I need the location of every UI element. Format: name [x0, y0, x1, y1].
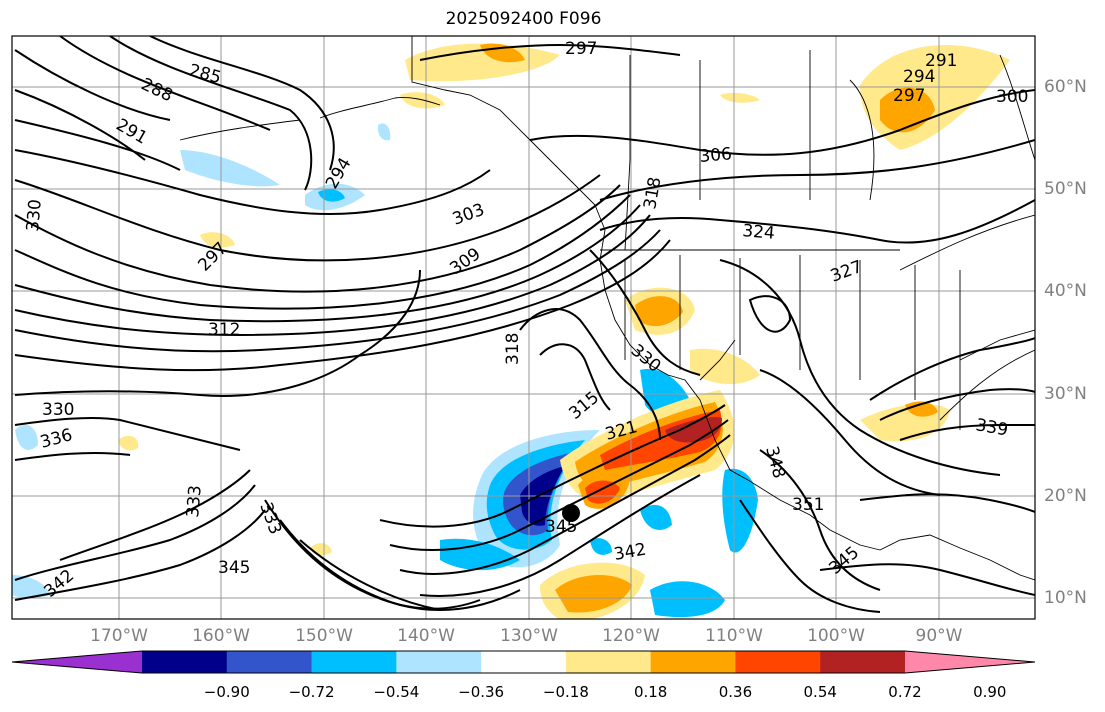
lon-tick-label: 120°W: [602, 626, 660, 646]
contour-label: 315: [565, 388, 603, 424]
colorbar-swatch: [565, 651, 652, 673]
lat-tick-label: 10°N: [1044, 588, 1087, 608]
lat-tick-label: 40°N: [1044, 281, 1087, 301]
map-title: 2025092400 F096: [445, 9, 602, 29]
colorbar-tick-label: −0.54: [373, 683, 420, 701]
lon-tick-label: 130°W: [500, 626, 558, 646]
contour-label: 306: [699, 144, 733, 167]
colorbar-swatch: [226, 651, 313, 673]
colorbar-tick-label: 0.54: [803, 683, 837, 701]
map-frame: [11, 35, 1036, 620]
contour-label: 300: [996, 87, 1028, 107]
lat-tick-label: 30°N: [1044, 384, 1087, 404]
colorbar-tick-label: 0.18: [633, 683, 668, 701]
colorbar-tick-label: −0.72: [288, 683, 335, 701]
lon-tick-label: 100°W: [807, 626, 865, 646]
contour-label: 345: [218, 558, 250, 578]
colorbar-swatch: [820, 651, 906, 673]
colorbar-swatch: [396, 651, 482, 673]
colorbar-tick-label: −0.18: [542, 683, 589, 701]
contour-label: 291: [113, 115, 151, 149]
colorbar-tick-label: 0.36: [718, 683, 753, 701]
storm-center-dot: [562, 504, 580, 522]
colorbar-tick-label: 0.72: [888, 683, 922, 701]
contour-label: 345: [825, 543, 863, 579]
lat-tick-label: 60°N: [1044, 77, 1087, 97]
contour-label: 333: [255, 500, 285, 537]
colorbar-swatch: [142, 651, 228, 673]
contour-label: 339: [974, 415, 1009, 440]
contour-label: 318: [503, 333, 523, 365]
contour-label: 312: [208, 320, 240, 340]
contour-label: 324: [742, 221, 776, 244]
shading-layer: [12, 43, 1010, 619]
contour-label: 330: [23, 198, 46, 232]
lat-tick-label: 20°N: [1044, 486, 1087, 506]
contour-label: 342: [612, 540, 647, 565]
colorbar: [11, 650, 1036, 674]
contour-label: 291: [925, 51, 957, 71]
colorbar-tick-label: 0.90: [973, 683, 1007, 701]
colorbar-swatch: [650, 651, 736, 673]
contour-label: 294: [903, 67, 935, 87]
contour-label: 351: [792, 495, 824, 515]
colorbar-outline: [11, 650, 1036, 674]
contour-label: 330: [42, 400, 74, 420]
contour-label: 297: [565, 39, 597, 59]
lon-tick-label: 150°W: [295, 626, 353, 646]
lon-tick-label: 170°W: [90, 626, 148, 646]
colorbar-extend-min: [12, 651, 142, 673]
colorbar-extend-max: [905, 651, 1035, 673]
colorbar-swatch: [311, 651, 397, 673]
colorbar-tick-label: −0.90: [203, 683, 250, 701]
contour-label: 333: [183, 484, 206, 518]
colorbar-swatch: [735, 651, 821, 673]
colorbar-swatch: [481, 651, 567, 673]
contour-label: 297: [893, 86, 925, 106]
colorbar-tick-label: −0.36: [458, 683, 505, 701]
contour-label: 318: [640, 175, 665, 210]
lon-tick-label: 140°W: [397, 626, 455, 646]
contour-label: 348: [761, 444, 789, 481]
contour-label: 336: [38, 425, 75, 453]
lon-tick-label: 90°W: [915, 626, 963, 646]
lat-tick-label: 50°N: [1044, 179, 1087, 199]
contour-label: 303: [450, 200, 487, 230]
contour-label: 285: [187, 61, 224, 89]
contour-lines: [14, 36, 1035, 613]
contour-label: 345: [545, 517, 577, 537]
lon-tick-label: 110°W: [705, 626, 763, 646]
lon-tick-label: 160°W: [192, 626, 250, 646]
contour-label: 288: [138, 74, 176, 106]
